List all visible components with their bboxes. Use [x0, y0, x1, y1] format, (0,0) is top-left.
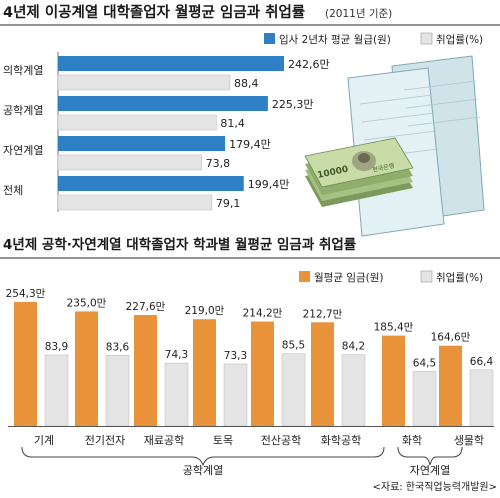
chart2-category-label: 전산공학 — [261, 434, 301, 447]
chart1-legend-swatch-salary — [264, 33, 275, 44]
chart1-title: 4년제 이공계열 대학졸업자 월평균 임금과 취업률 — [3, 3, 305, 21]
chart1-value-salary: 179,4만 — [229, 138, 271, 151]
chart2-bar-salary — [382, 335, 405, 426]
chart2-value-salary: 212,7만 — [303, 308, 343, 320]
group-label-engineering: 공학계열 — [183, 464, 223, 477]
chart2-legend-rate: 취업률(%) — [436, 271, 483, 284]
chart1-category-label: 의학계열 — [3, 64, 43, 77]
chart2-value-salary: 235,0만 — [67, 297, 107, 309]
chart2-value-salary: 214,2만 — [243, 308, 283, 320]
chart1-value-rate: 73,8 — [206, 157, 231, 170]
chart1-value-rate: 81,4 — [220, 117, 245, 130]
chart2-bar-rate — [223, 363, 248, 427]
chart1-legend-rate: 취업률(%) — [436, 33, 483, 46]
chart1-bar-rate — [57, 154, 202, 171]
chart2-bar-rate — [164, 362, 189, 427]
group-bracket-natural — [397, 446, 463, 466]
chart2-bar-salary — [439, 345, 462, 426]
chart2-value-rate: 84,2 — [342, 341, 365, 353]
chart2-bar-rate — [412, 371, 437, 427]
chart2-category-label: 재료공학 — [144, 434, 184, 447]
chart1-value-salary: 225,3만 — [272, 98, 314, 111]
chart2-bar-salary — [14, 302, 37, 426]
chart2-plot: 254,3만 83,9 기계 235,0만 83,6 전기전자 227,6만 74,3 재료공학… — [6, 288, 494, 447]
chart2-value-rate: 74,3 — [165, 349, 188, 361]
chart2-category-label: 토목 — [213, 434, 233, 447]
chart2-bar-rate — [44, 354, 69, 427]
chart2-value-rate: 73,3 — [224, 350, 247, 362]
chart2-bar-rate — [469, 369, 494, 427]
chart1-bar-rate — [57, 114, 217, 131]
chart2-category-label: 화학 — [402, 434, 422, 447]
chart2-value-salary: 164,6만 — [431, 332, 471, 344]
chart1-legend-salary: 입사 2년차 평균 월급(원) — [279, 33, 391, 46]
chart1-bar-rate — [57, 194, 213, 211]
source-note: <자료: 한국직업능력개발원> — [372, 480, 497, 493]
chart1-category-label: 공학계열 — [3, 104, 43, 117]
chart1-value-salary: 199,4만 — [248, 178, 290, 191]
chart2-value-rate: 85,5 — [282, 340, 305, 352]
chart2-value-salary: 185,4만 — [374, 322, 414, 334]
passbook-money-illustration: 10000 한국은행 — [304, 55, 485, 237]
chart1-bar-salary — [58, 136, 226, 151]
chart1-title-note: (2011년 기준) — [325, 8, 392, 20]
chart2-bar-salary — [75, 311, 98, 426]
chart2-value-rate: 64,5 — [413, 357, 436, 369]
chart2-value-salary: 227,6만 — [126, 301, 166, 313]
chart1-bar-salary — [58, 56, 284, 71]
chart2-bar-rate — [341, 354, 366, 427]
chart1-bar-salary — [58, 96, 268, 111]
chart2-value-salary: 219,0만 — [185, 305, 225, 317]
chart1-value-rate: 88,4 — [234, 77, 259, 90]
chart1-category-label: 자연계열 — [3, 144, 43, 157]
chart2-value-rate: 66,4 — [470, 356, 494, 368]
chart2-bar-rate — [105, 355, 130, 427]
chart2-value-rate: 83,6 — [106, 341, 130, 353]
chart1-category-label: 전체 — [3, 184, 23, 197]
chart2-legend-swatch-salary — [299, 271, 310, 282]
chart2-category-label: 기계 — [34, 434, 54, 447]
chart2-bar-salary — [193, 319, 216, 426]
chart2-bar-salary — [251, 321, 274, 426]
chart2-title: 4년제 공학·자연계열 대학졸업자 학과별 월평균 임금과 취업률 — [3, 236, 357, 253]
chart1-plot: 의학계열 242,6만 88,4 공학계열 225,3만 81,4 자연계열 179,4만 73… — [3, 52, 330, 212]
chart1-value-rate: 79,1 — [216, 197, 241, 210]
chart2-bar-rate — [281, 353, 306, 427]
chart2-value-rate: 83,9 — [45, 341, 68, 353]
chart2-category-label: 전기전자 — [85, 434, 125, 447]
chart2-legend-swatch-rate — [420, 270, 433, 283]
chart1-bar-salary — [58, 176, 244, 191]
chart2-category-label: 생물학 — [454, 434, 484, 447]
chart1-value-salary: 242,6만 — [288, 58, 330, 71]
chart2-bar-salary — [134, 315, 157, 426]
group-label-natural: 자연계열 — [410, 464, 450, 477]
chart2-bar-salary — [311, 322, 334, 426]
chart2-category-label: 화학공학 — [321, 434, 361, 447]
chart2-value-salary: 254,3만 — [6, 288, 46, 300]
chart1-legend-swatch-rate — [420, 32, 433, 45]
chart1-bar-rate — [57, 74, 231, 91]
chart2-legend-salary: 월평균 임금(원) — [314, 271, 384, 284]
group-bracket-engineering — [21, 446, 385, 467]
